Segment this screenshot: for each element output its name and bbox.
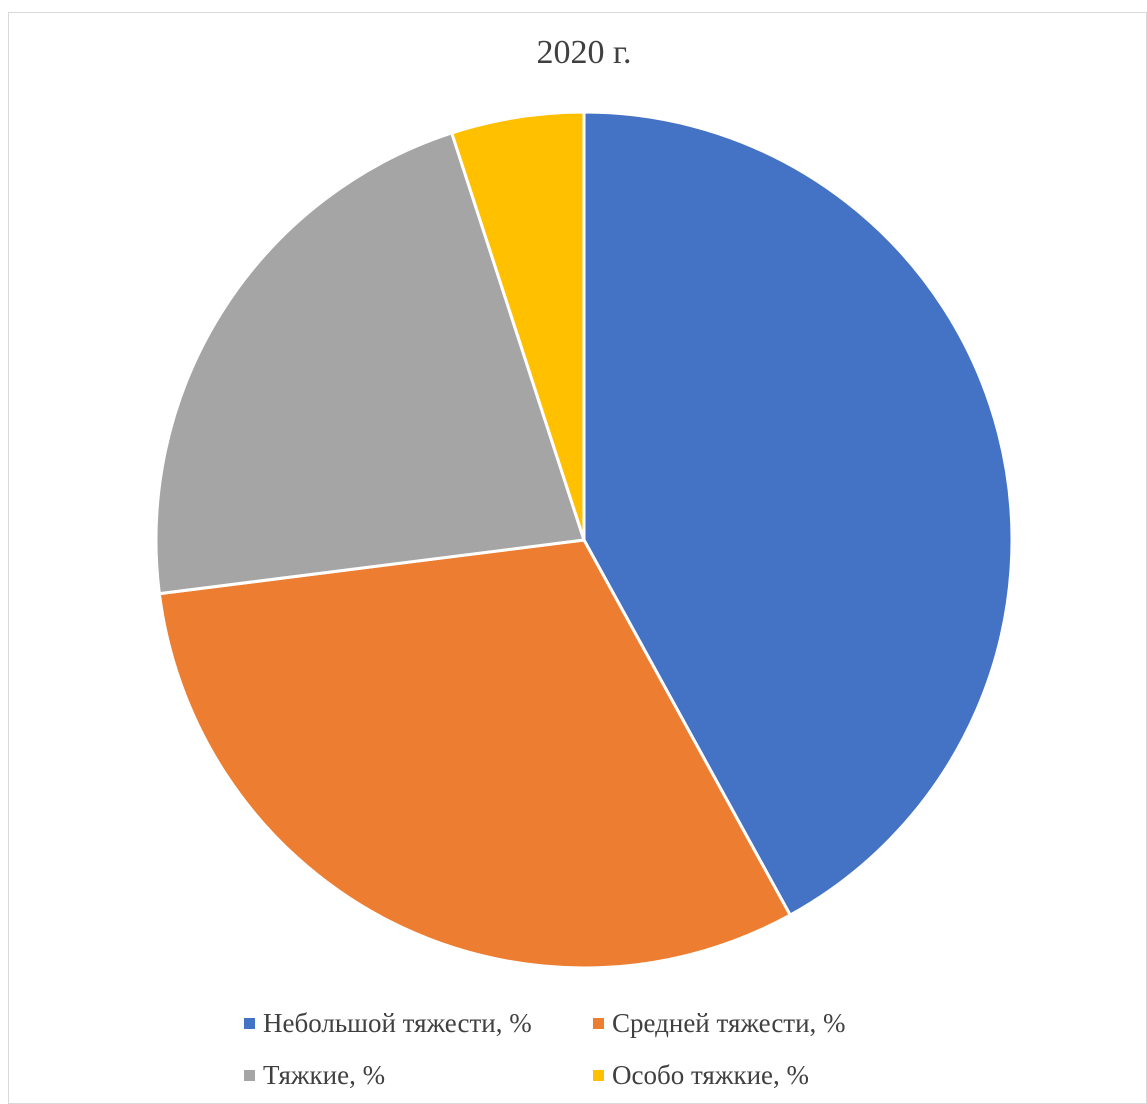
pie-slice-1 [157,538,793,970]
legend-item-0: Небольшой тяжести, % [244,1008,532,1039]
legend-item-2: Тяжкие, % [244,1060,385,1091]
legend-label-3: Особо тяжкие, % [612,1060,810,1090]
legend-item-3: Особо тяжкие, % [593,1060,809,1091]
legend-swatch-1 [593,1018,604,1029]
legend-swatch-3 [593,1070,604,1081]
pie-slice-3 [449,110,586,541]
legend-item-1: Средней тяжести, % [593,1008,846,1039]
pie-slice-2 [154,131,586,596]
pie-slice-0 [582,110,1014,918]
legend-swatch-0 [244,1018,255,1029]
legend-label-1: Средней тяжести, % [612,1008,846,1038]
legend-swatch-2 [244,1070,255,1081]
legend-label-0: Небольшой тяжести, % [263,1008,532,1038]
legend-label-2: Тяжкие, % [263,1060,386,1090]
chart-title: 2020 г. [536,34,632,71]
